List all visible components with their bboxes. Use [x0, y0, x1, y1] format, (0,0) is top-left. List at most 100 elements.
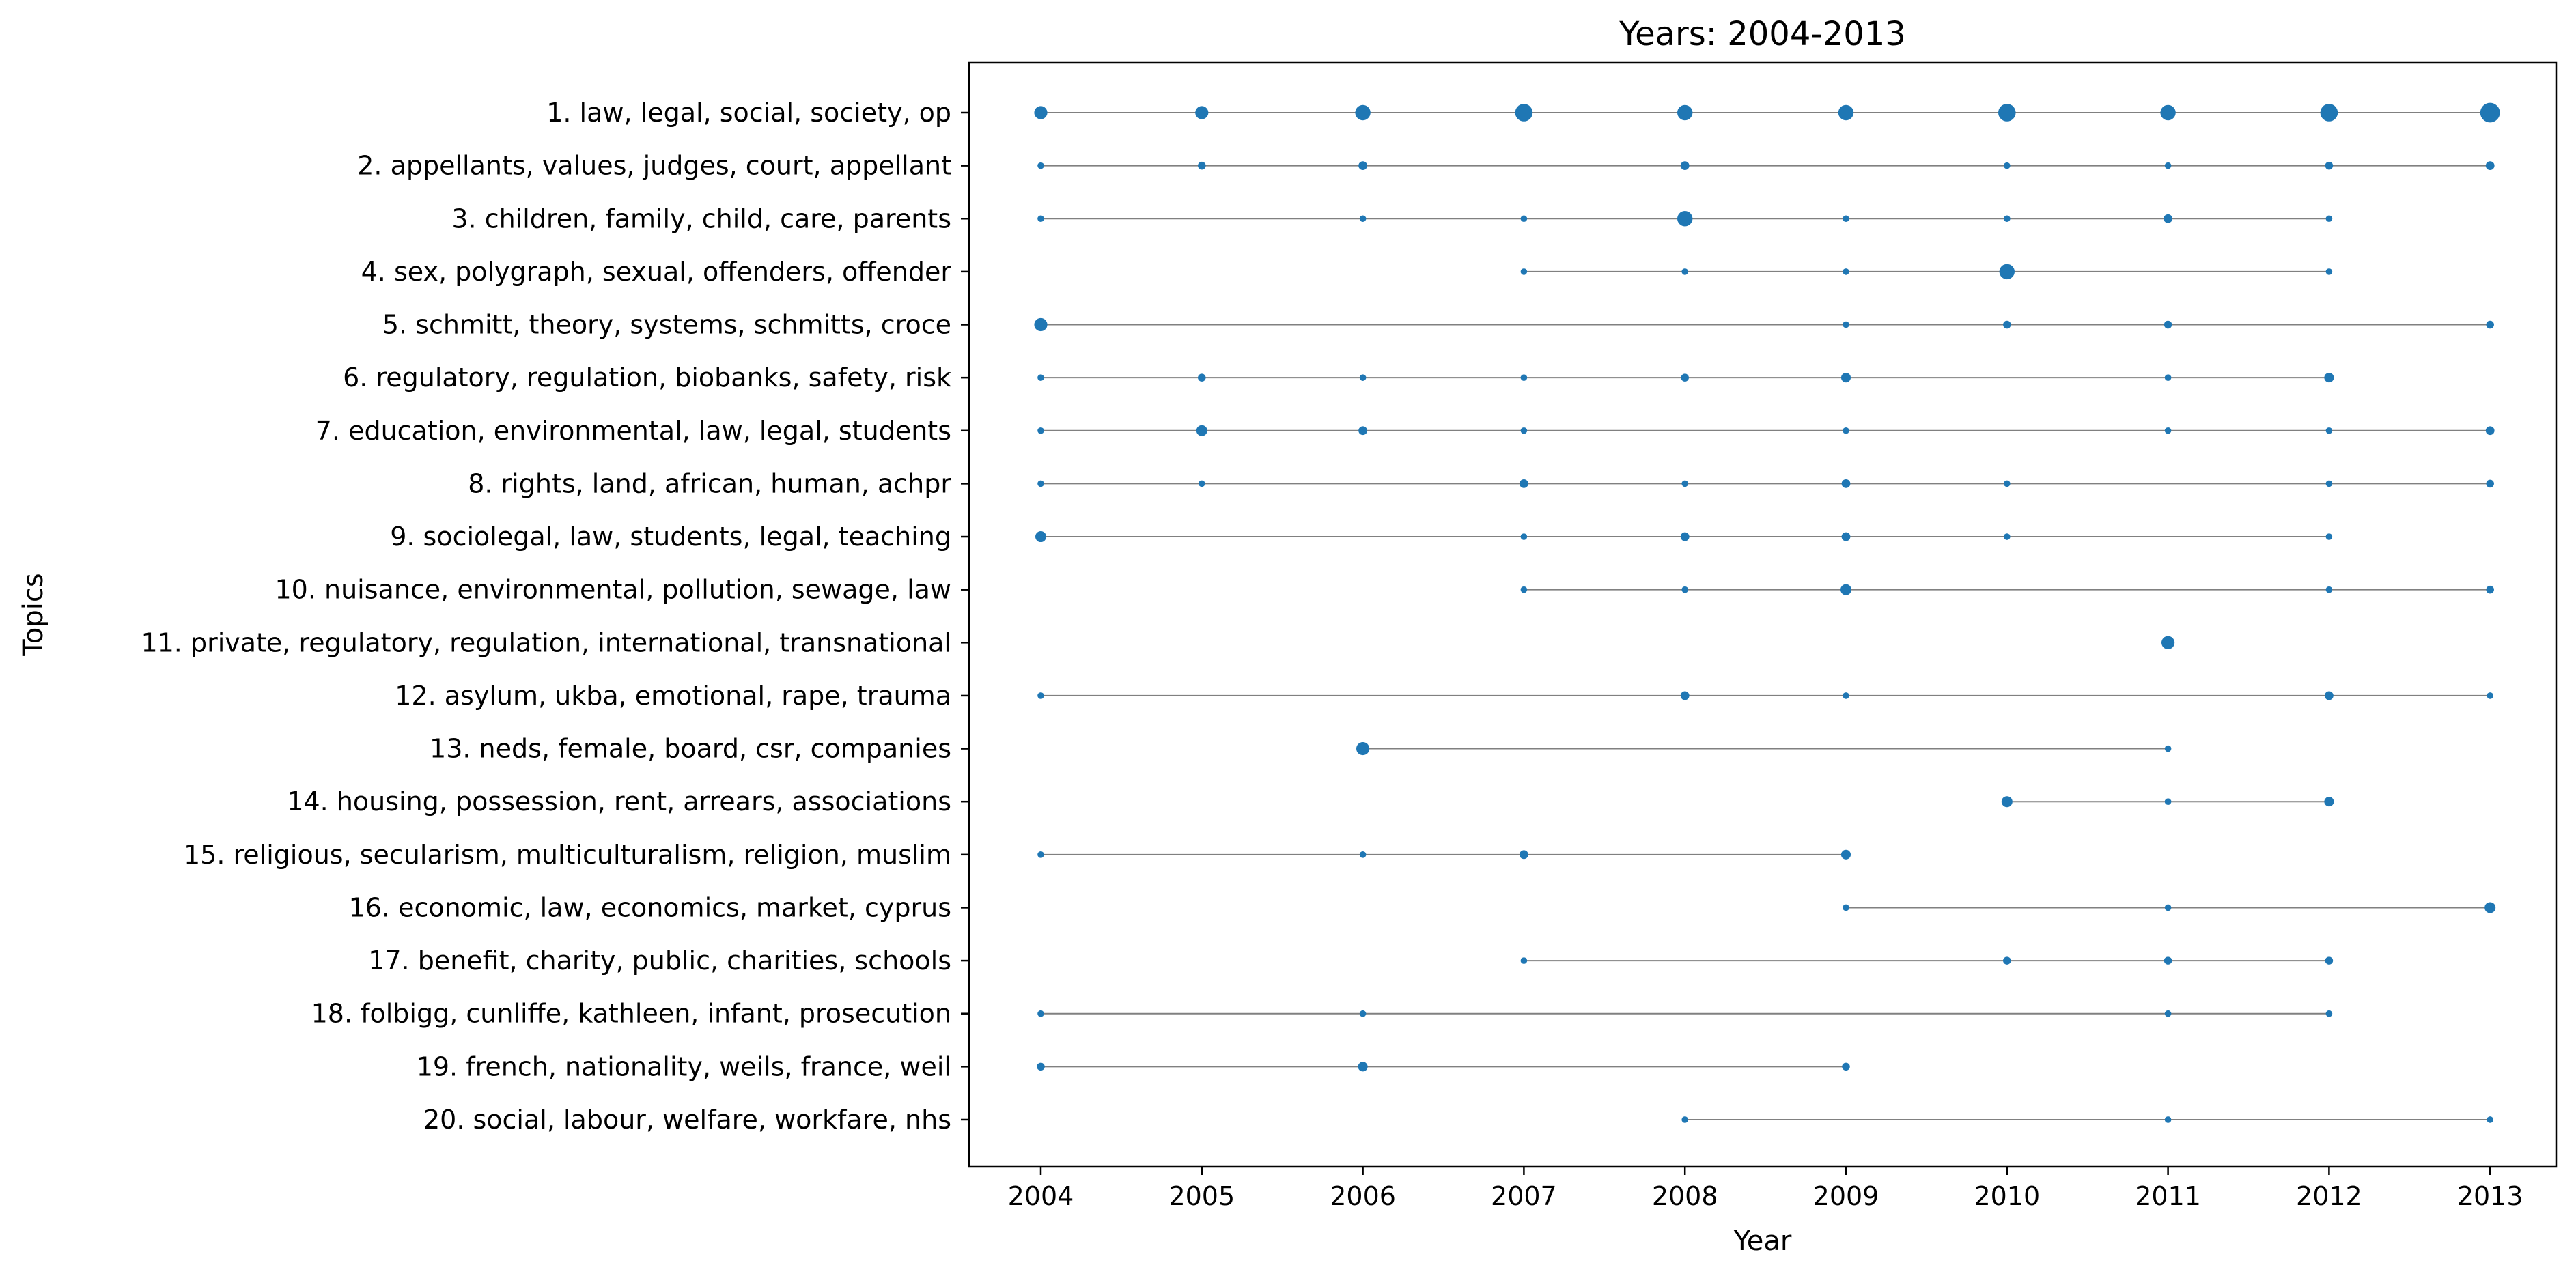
data-point [1681, 268, 1688, 275]
data-point [1841, 479, 1851, 488]
data-point [2325, 427, 2333, 434]
x-tick-label: 2013 [2457, 1181, 2523, 1211]
data-point [2325, 480, 2333, 487]
data-point [2485, 161, 2495, 171]
data-point [1359, 1010, 1367, 1017]
data-point [1520, 215, 1528, 223]
data-point [2480, 102, 2500, 123]
y-tick-label: 2. appellants, values, judges, court, ap… [357, 151, 951, 181]
data-point [2164, 1116, 2172, 1123]
data-point [1356, 741, 1370, 756]
data-point [2325, 215, 2333, 223]
data-point [2487, 692, 2493, 699]
y-axis-ticks: 1. law, legal, social, society, op 2. app… [141, 98, 969, 1135]
data-point [1037, 692, 1044, 699]
data-point [2164, 956, 2172, 965]
y-tick-label: 14. housing, possession, rent, arrears, … [287, 786, 951, 817]
x-tick-label: 2011 [2135, 1181, 2201, 1211]
data-point [1843, 215, 1849, 223]
data-point [1680, 161, 1690, 171]
data-point [1680, 532, 1690, 541]
data-point [2325, 586, 2333, 593]
data-point [1840, 584, 1851, 595]
data-point [1681, 480, 1688, 487]
y-tick-label: 8. rights, land, african, human, achpr [468, 468, 951, 498]
data-point [2486, 585, 2494, 594]
x-axis-label: Year [1733, 1225, 1792, 1257]
data-point [1037, 162, 1044, 169]
chart-title: Years: 2004-2013 [1619, 15, 1906, 53]
data-point [2001, 796, 2013, 808]
data-point [1037, 427, 1044, 434]
data-point [1199, 480, 1205, 487]
data-point [2325, 956, 2334, 965]
data-point [1195, 106, 1209, 119]
data-point [2164, 798, 2172, 805]
data-point [1520, 268, 1528, 275]
x-tick-label: 2010 [1974, 1181, 2040, 1211]
data-point [2325, 161, 2334, 170]
data-point [1838, 104, 1854, 121]
y-tick-label: 13. neds, female, board, csr, companies [430, 734, 951, 764]
data-point [1840, 373, 1851, 383]
data-point [1520, 479, 1528, 488]
data-point [1681, 1116, 1688, 1123]
y-tick-label: 5. schmitt, theory, systems, schmitts, c… [382, 310, 951, 340]
data-point [2003, 956, 2011, 965]
data-point [2004, 533, 2011, 540]
data-point [2325, 691, 2334, 700]
data-point [1196, 425, 1207, 436]
data-point [2164, 320, 2172, 329]
y-tick-label: 3. children, family, child, care, parent… [451, 203, 951, 233]
data-point [1359, 215, 1367, 223]
data-point [2325, 268, 2333, 275]
data-point [2004, 215, 2011, 223]
y-tick-label: 20. social, labour, welfare, workfare, n… [423, 1105, 951, 1135]
data-point [1037, 851, 1044, 858]
y-tick-label: 6. regulatory, regulation, biobanks, saf… [343, 363, 951, 393]
y-tick-label: 11. private, regulatory, regulation, int… [141, 627, 951, 657]
data-point [1843, 268, 1849, 275]
data-point [1515, 104, 1533, 122]
x-tick-label: 2006 [1330, 1181, 1396, 1211]
data-point [2164, 904, 2172, 911]
data-point [2486, 320, 2494, 329]
data-point [2004, 162, 2011, 169]
data-point [2164, 374, 2172, 381]
data-point [1680, 691, 1690, 700]
data-point [1037, 215, 1044, 223]
data-point [1520, 586, 1528, 593]
y-tick-label: 9. sociolegal, law, students, legal, tea… [390, 522, 951, 552]
y-tick-label: 16. economic, law, economics, market, cy… [349, 892, 951, 922]
data-point [1677, 104, 1693, 121]
data-point [2324, 373, 2334, 383]
data-point [1037, 374, 1044, 381]
data-point [1999, 264, 2015, 280]
data-point [1520, 374, 1528, 381]
data-point [2160, 104, 2176, 121]
data-point [1843, 904, 1849, 911]
data-point [2164, 745, 2172, 752]
topic-year-markers [1034, 102, 2500, 1123]
data-point [2164, 1010, 2172, 1017]
data-point [1677, 211, 1693, 227]
data-point [1198, 161, 1206, 170]
data-point [1841, 532, 1851, 541]
data-point [1998, 104, 2016, 122]
data-point [2486, 479, 2494, 488]
x-tick-label: 2012 [2296, 1181, 2362, 1211]
data-point [2325, 533, 2333, 540]
y-tick-label: 17. benefit, charity, public, charities,… [368, 946, 951, 976]
y-tick-label: 19. french, nationality, weils, france, … [417, 1051, 951, 1081]
y-axis-label: Topics [18, 573, 49, 656]
x-axis-ticks: 2004 2005 2006 2007 2008 2009 2010 2011 2012 2013 [1008, 1167, 2523, 1211]
data-point [1198, 373, 1206, 382]
data-point [2487, 1116, 2493, 1123]
data-point [2161, 636, 2175, 649]
y-tick-label: 1. law, legal, social, society, op [546, 98, 951, 128]
data-point [1037, 480, 1044, 487]
data-point [1520, 427, 1528, 434]
data-point [2484, 902, 2496, 913]
y-tick-label: 7. education, environmental, law, legal,… [316, 416, 951, 446]
